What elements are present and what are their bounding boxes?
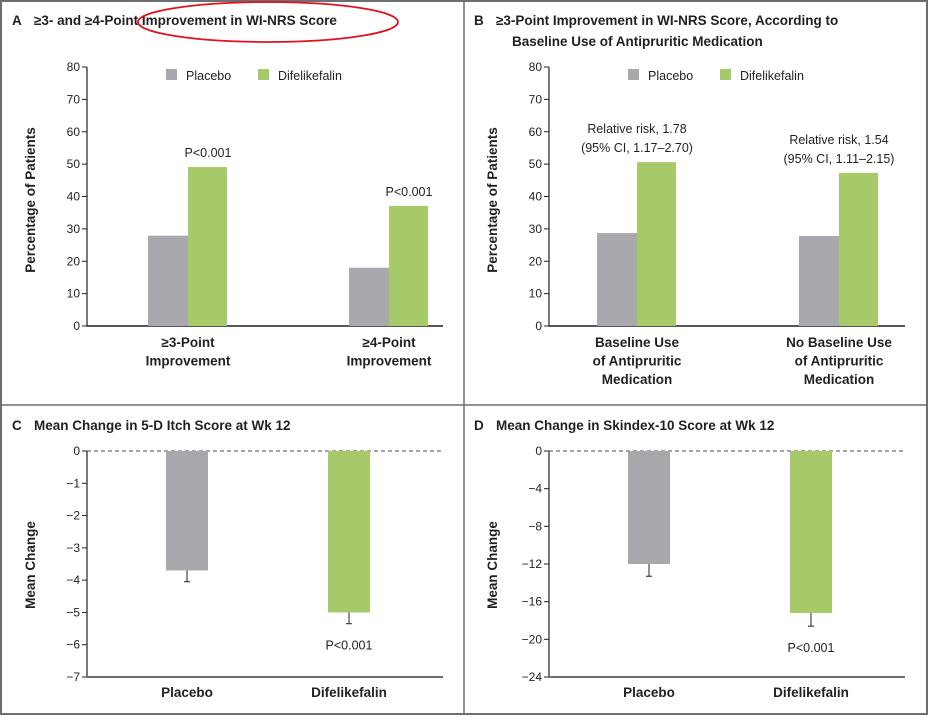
- bar-placebo: [166, 451, 208, 571]
- bar-difelikefalin: [188, 167, 227, 326]
- y-tick-label: 50: [529, 157, 543, 171]
- bar-difelikefalin: [328, 451, 370, 613]
- bar-placebo: [799, 235, 839, 326]
- legend-label-difelikefalin: Difelikefalin: [740, 69, 804, 83]
- bar-annotation: Relative risk, 1.78: [587, 122, 686, 136]
- bar-annotation: (95% CI, 1.11–2.15): [784, 152, 895, 166]
- bar-annotation: (95% CI, 1.17–2.70): [581, 141, 693, 155]
- y-tick-label: 80: [67, 60, 81, 74]
- bar-placebo: [597, 233, 637, 326]
- y-tick-label: −7: [66, 670, 80, 684]
- y-axis-label: Percentage of Patients: [485, 127, 500, 273]
- bar-annotation: Relative risk, 1.54: [789, 133, 888, 147]
- panel-letter: C: [12, 418, 22, 433]
- y-axis-label: Percentage of Patients: [23, 127, 38, 273]
- y-tick-label: −8: [528, 519, 542, 533]
- bar-difelikefalin: [637, 162, 676, 326]
- panel-title: Baseline Use of Antipruritic Medication: [512, 34, 763, 49]
- bar-difelikefalin: [389, 205, 428, 326]
- panel-letter: B: [474, 13, 484, 28]
- panel-title: Mean Change in Skindex-10 Score at Wk 12: [496, 418, 774, 433]
- legend-swatch-difelikefalin: [258, 69, 269, 80]
- highlight-ellipse: [137, 1, 399, 43]
- y-tick-label: 20: [67, 254, 81, 268]
- bar-difelikefalin: [790, 451, 832, 613]
- bar-placebo: [628, 451, 670, 564]
- y-axis-label: Mean Change: [485, 521, 500, 609]
- x-category-label: Baseline Use: [595, 335, 680, 350]
- x-category-label: Difelikefalin: [773, 685, 849, 700]
- x-category-label: Improvement: [146, 354, 231, 369]
- x-category-label: Placebo: [161, 685, 213, 700]
- y-tick-label: 10: [67, 287, 81, 301]
- y-tick-label: 10: [529, 287, 543, 301]
- bar-placebo: [349, 267, 389, 326]
- y-tick-label: 50: [67, 157, 81, 171]
- y-tick-label: 0: [73, 444, 80, 458]
- y-tick-label: 70: [67, 92, 81, 106]
- panel-title: ≥3- and ≥4-Point Improvement in WI-NRS S…: [34, 13, 337, 28]
- bar-placebo: [148, 235, 188, 326]
- y-tick-label: 40: [67, 190, 81, 204]
- x-category-label: of Antipruritic: [593, 354, 682, 369]
- y-tick-label: −20: [522, 632, 543, 646]
- bar-annotation: P<0.001: [326, 639, 373, 653]
- x-category-label: Placebo: [623, 685, 675, 700]
- y-tick-label: −4: [66, 573, 80, 587]
- legend-swatch-placebo: [628, 69, 639, 80]
- y-tick-label: 0: [535, 444, 542, 458]
- y-tick-label: 60: [529, 125, 543, 139]
- y-tick-label: 60: [67, 125, 81, 139]
- panel-c: C Mean Change in 5-D Itch Score at Wk 12 M…: [12, 418, 443, 700]
- panel-title: Mean Change in 5-D Itch Score at Wk 12: [34, 418, 291, 433]
- legend-label-difelikefalin: Difelikefalin: [278, 69, 342, 83]
- y-tick-label: 30: [529, 222, 543, 236]
- y-tick-label: 20: [529, 254, 543, 268]
- legend-swatch-placebo: [166, 69, 177, 80]
- panel-letter: A: [12, 13, 22, 28]
- bar-annotation: P<0.001: [185, 146, 232, 160]
- bar-annotation: P<0.001: [386, 185, 433, 199]
- x-category-label: Difelikefalin: [311, 685, 387, 700]
- y-tick-label: −6: [66, 638, 80, 652]
- panel-d: D Mean Change in Skindex-10 Score at Wk 1…: [474, 418, 905, 700]
- legend-swatch-difelikefalin: [720, 69, 731, 80]
- panel-a: A ≥3- and ≥4-Point Improvement in WI-NRS …: [12, 13, 443, 369]
- panel-b: B ≥3-Point Improvement in WI-NRS Score, A…: [474, 13, 905, 387]
- y-tick-label: 40: [529, 190, 543, 204]
- x-category-label: of Antipruritic: [795, 354, 884, 369]
- y-tick-label: −1: [66, 476, 80, 490]
- bar-annotation: P<0.001: [788, 641, 835, 655]
- x-category-label: Improvement: [347, 354, 432, 369]
- y-tick-label: 70: [529, 92, 543, 106]
- y-tick-label: −16: [522, 595, 543, 609]
- x-category-label: Medication: [804, 372, 875, 387]
- bar-difelikefalin: [839, 172, 878, 326]
- x-category-label: Medication: [602, 372, 673, 387]
- panel-letter: D: [474, 418, 484, 433]
- y-axis-label: Mean Change: [23, 521, 38, 609]
- x-category-label: ≥3-Point: [161, 335, 215, 350]
- x-category-label: No Baseline Use: [786, 335, 892, 350]
- legend-label-placebo: Placebo: [186, 69, 231, 83]
- y-tick-label: 0: [73, 319, 80, 333]
- y-tick-label: −2: [66, 509, 80, 523]
- y-tick-label: −12: [522, 557, 543, 571]
- y-tick-label: −24: [522, 670, 543, 684]
- y-tick-label: 30: [67, 222, 81, 236]
- y-tick-label: 0: [535, 319, 542, 333]
- legend-label-placebo: Placebo: [648, 69, 693, 83]
- y-tick-label: 80: [529, 60, 543, 74]
- panel-title: ≥3-Point Improvement in WI-NRS Score, Ac…: [496, 13, 838, 28]
- y-tick-label: −5: [66, 605, 80, 619]
- y-tick-label: −3: [66, 541, 80, 555]
- y-tick-label: −4: [528, 482, 542, 496]
- x-category-label: ≥4-Point: [362, 335, 416, 350]
